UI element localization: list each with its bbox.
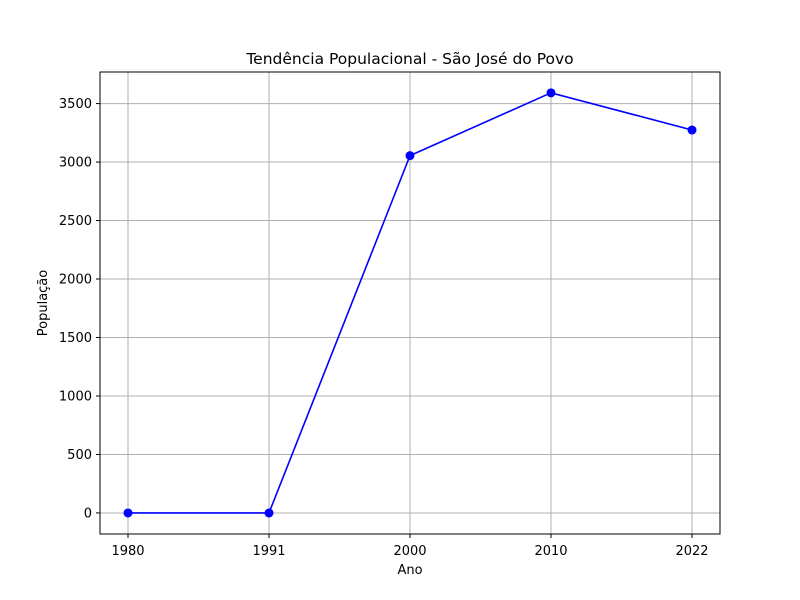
y-tick-label: 500	[67, 448, 92, 463]
series-group	[123, 88, 697, 518]
x-tick-label: 1980	[111, 544, 144, 559]
chart-title: Tendência Populacional - São José do Pov…	[245, 50, 573, 68]
x-tick-label: 1991	[252, 544, 285, 559]
y-tick-label: 1000	[59, 389, 92, 404]
x-tick-label: 2022	[675, 544, 708, 559]
data-point	[546, 88, 556, 98]
x-tick-label: 2010	[534, 544, 567, 559]
data-point	[264, 508, 274, 518]
y-tick-label: 2000	[59, 273, 92, 288]
y-tick-label: 2500	[59, 214, 92, 229]
data-point	[123, 508, 133, 518]
y-tick-label: 1500	[59, 331, 92, 346]
y-tick-label: 0	[84, 506, 92, 521]
y-axis: 0 500 1000 1500 2000 2500 3000 3500	[59, 97, 100, 521]
data-point	[405, 151, 415, 161]
data-point	[687, 125, 697, 135]
y-tick-label: 3500	[59, 97, 92, 112]
y-tick-label: 3000	[59, 156, 92, 171]
x-axis: 1980 1991 2000 2010 2022	[111, 534, 709, 559]
y-axis-label: População	[36, 270, 51, 337]
x-axis-label: Ano	[397, 563, 422, 578]
x-tick-label: 2000	[393, 544, 426, 559]
